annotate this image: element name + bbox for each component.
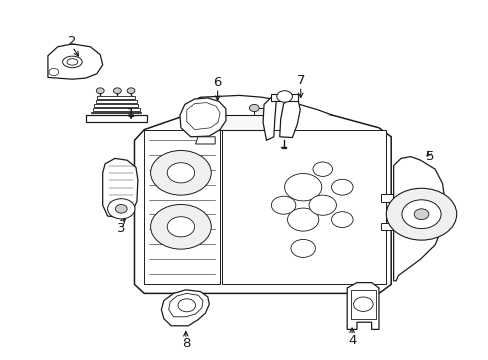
Polygon shape [180, 98, 225, 137]
Polygon shape [210, 108, 222, 115]
Polygon shape [93, 108, 140, 111]
Text: 4: 4 [347, 334, 356, 347]
Circle shape [386, 188, 456, 240]
Polygon shape [205, 115, 264, 130]
Polygon shape [134, 110, 390, 293]
Polygon shape [350, 290, 375, 319]
Circle shape [107, 199, 135, 219]
Text: 7: 7 [296, 75, 305, 87]
Circle shape [167, 163, 194, 183]
Polygon shape [168, 293, 203, 317]
Circle shape [290, 239, 315, 257]
Polygon shape [195, 137, 215, 144]
Circle shape [178, 299, 195, 312]
Polygon shape [102, 158, 138, 218]
Polygon shape [85, 115, 146, 122]
Polygon shape [279, 98, 300, 138]
Circle shape [312, 162, 332, 176]
Circle shape [150, 150, 211, 195]
Circle shape [401, 200, 440, 229]
Circle shape [308, 195, 336, 215]
Text: 5: 5 [425, 150, 434, 163]
Polygon shape [263, 97, 276, 140]
Circle shape [167, 217, 194, 237]
Polygon shape [186, 103, 220, 130]
Circle shape [413, 209, 428, 220]
Circle shape [331, 212, 352, 228]
Polygon shape [254, 108, 266, 115]
Text: 3: 3 [117, 222, 125, 235]
Circle shape [96, 88, 104, 94]
Circle shape [212, 104, 222, 112]
Circle shape [271, 196, 295, 214]
Text: 1: 1 [126, 107, 135, 120]
Polygon shape [381, 194, 393, 202]
Polygon shape [94, 104, 138, 107]
Polygon shape [222, 130, 386, 284]
Circle shape [287, 208, 318, 231]
Polygon shape [161, 290, 209, 326]
Circle shape [249, 104, 259, 112]
Polygon shape [96, 100, 136, 103]
Polygon shape [48, 44, 102, 79]
Polygon shape [346, 283, 378, 329]
Polygon shape [185, 95, 332, 115]
Polygon shape [271, 94, 298, 101]
Polygon shape [97, 96, 135, 99]
Circle shape [276, 91, 292, 102]
Polygon shape [144, 130, 220, 284]
Polygon shape [381, 223, 393, 230]
Circle shape [331, 179, 352, 195]
Text: 2: 2 [68, 35, 77, 48]
Ellipse shape [62, 56, 82, 68]
Polygon shape [91, 112, 141, 113]
Circle shape [49, 68, 59, 76]
Circle shape [284, 174, 321, 201]
Circle shape [353, 297, 372, 311]
Text: 8: 8 [181, 337, 190, 350]
Polygon shape [393, 157, 444, 281]
Text: 6: 6 [213, 76, 222, 89]
Circle shape [127, 88, 135, 94]
Circle shape [150, 204, 211, 249]
Circle shape [115, 204, 127, 213]
Ellipse shape [67, 59, 78, 65]
Circle shape [113, 88, 121, 94]
